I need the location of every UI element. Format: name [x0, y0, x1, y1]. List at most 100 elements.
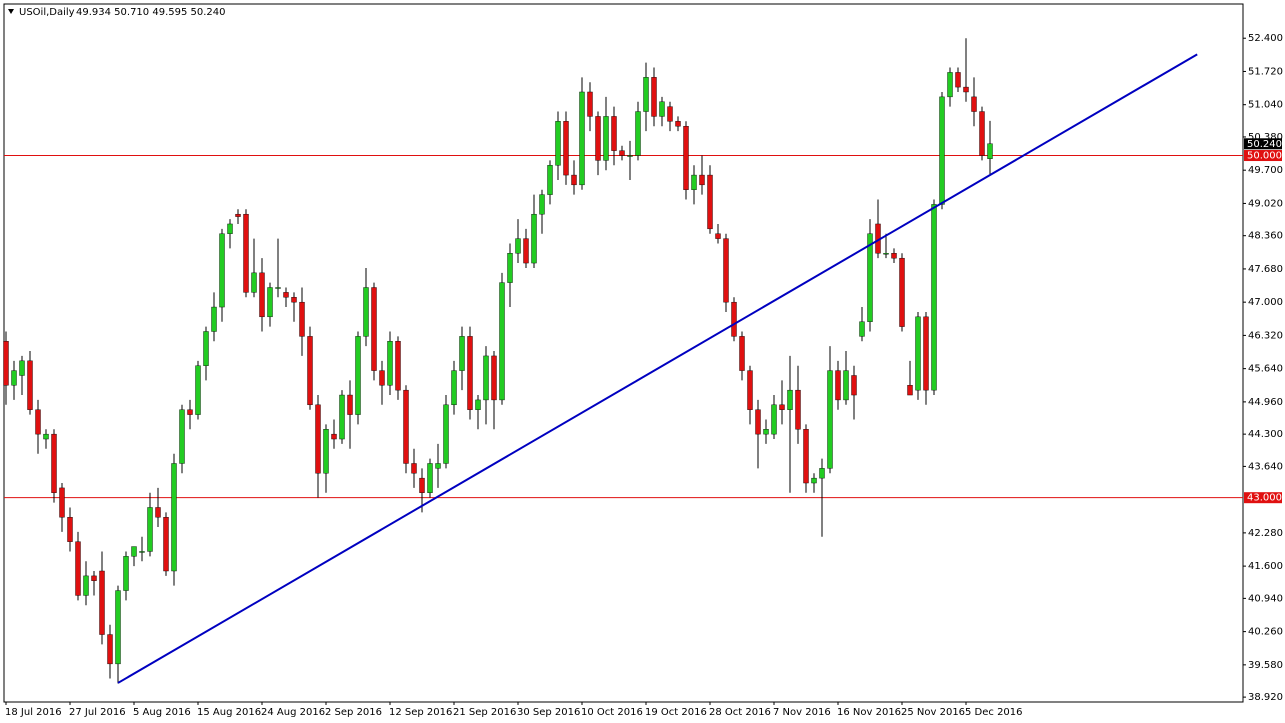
candle-body [259, 272, 265, 318]
candle-body [355, 336, 361, 415]
candle-body [923, 316, 929, 391]
candle-body [515, 238, 521, 254]
ohlc-info: 49.934 50.710 49.595 50.240 [76, 7, 226, 18]
candle-body [803, 429, 809, 484]
level-label-box [1244, 492, 1282, 504]
y-tick-label: 46.320 [1248, 330, 1283, 341]
candle-body [475, 399, 481, 410]
candle-body [371, 287, 377, 371]
candle-body [211, 306, 217, 332]
candle-body [779, 404, 785, 410]
candle-body [403, 389, 409, 464]
candle-body [859, 321, 865, 337]
y-tick-label: 40.260 [1248, 627, 1283, 638]
y-tick-label: 50.380 [1248, 132, 1283, 143]
last-price-box [1244, 138, 1282, 150]
candle-body [651, 77, 657, 117]
candle-body [347, 394, 353, 415]
candle-body [115, 590, 121, 665]
candle-body [579, 91, 585, 186]
candle-body [691, 174, 697, 190]
candle-body [643, 77, 649, 112]
candle-body [819, 468, 825, 479]
candle-body [603, 116, 609, 161]
candle-body [139, 551, 145, 553]
candle-body [51, 433, 57, 493]
candle-body [451, 370, 457, 406]
candle-body [491, 355, 497, 401]
y-tick-label: 52.400 [1248, 33, 1283, 44]
candle-body [667, 106, 673, 122]
candle-body [539, 194, 545, 215]
candle-body [619, 150, 625, 156]
candle-body [3, 341, 9, 386]
level-label: 43.000 [1247, 493, 1282, 504]
x-tick-label: 27 Jul 2016 [69, 707, 126, 718]
candle-body [811, 477, 817, 484]
candle-body [499, 282, 505, 401]
candle-body [107, 634, 113, 665]
candle-body [379, 370, 385, 386]
level-label-box [1244, 150, 1282, 162]
candle-body [611, 116, 617, 151]
last-price-label: 50.240 [1247, 139, 1282, 150]
candle-body [571, 174, 577, 186]
candle-body [91, 575, 97, 581]
candle-body [443, 404, 449, 464]
candle-body [219, 233, 225, 308]
candle-body [787, 389, 793, 410]
candle-body [867, 233, 873, 322]
y-tick-label: 49.020 [1248, 198, 1283, 209]
candle-body [683, 125, 689, 190]
candle-body [171, 463, 177, 572]
candle-body [827, 370, 833, 469]
candle-body [43, 433, 49, 440]
candle-body [627, 155, 633, 157]
plot-frame [3, 3, 1244, 703]
x-tick-label: 2 Sep 2016 [325, 707, 382, 718]
candle-body [675, 121, 681, 127]
candle-body [531, 213, 537, 264]
chart-title: USOil,Daily [19, 7, 75, 18]
candle-body [363, 287, 369, 337]
candle-body [59, 487, 65, 518]
menu-arrow[interactable] [8, 9, 14, 14]
candle-body [907, 385, 913, 396]
candle-body [467, 336, 473, 410]
candle-body [987, 143, 993, 159]
x-tick-label: 30 Sep 2016 [517, 707, 580, 718]
candle-body [131, 546, 137, 557]
y-tick-label: 44.300 [1248, 429, 1283, 440]
candle-body [547, 165, 553, 195]
candle-body [275, 287, 281, 289]
y-tick-label: 45.640 [1248, 364, 1283, 375]
candle-body [563, 121, 569, 176]
candle-body [19, 360, 25, 376]
candle-body [699, 174, 705, 186]
candle-body [267, 287, 273, 318]
y-tick-label: 40.940 [1248, 593, 1283, 604]
candle-body [747, 370, 753, 410]
candle-body [83, 575, 89, 596]
candle-body [195, 365, 201, 415]
x-tick-label: 19 Oct 2016 [645, 707, 707, 718]
candle-body [435, 463, 441, 469]
candle-body [707, 174, 713, 230]
candle-body [203, 331, 209, 366]
candle-body [299, 301, 305, 337]
candle-body [75, 541, 81, 596]
y-tick-label: 51.040 [1248, 100, 1283, 111]
x-tick-label: 16 Nov 2016 [837, 707, 901, 718]
x-tick-label: 5 Aug 2016 [133, 707, 191, 718]
candle-body [339, 394, 345, 440]
x-tick-label: 18 Jul 2016 [5, 707, 62, 718]
candle-body [723, 238, 729, 303]
candle-body [595, 116, 601, 161]
candle-body [523, 238, 529, 264]
candle-body [291, 297, 297, 303]
candle-body [955, 72, 961, 88]
x-tick-label: 28 Oct 2016 [709, 707, 771, 718]
candle-body [235, 213, 241, 217]
candle-body [187, 409, 193, 415]
